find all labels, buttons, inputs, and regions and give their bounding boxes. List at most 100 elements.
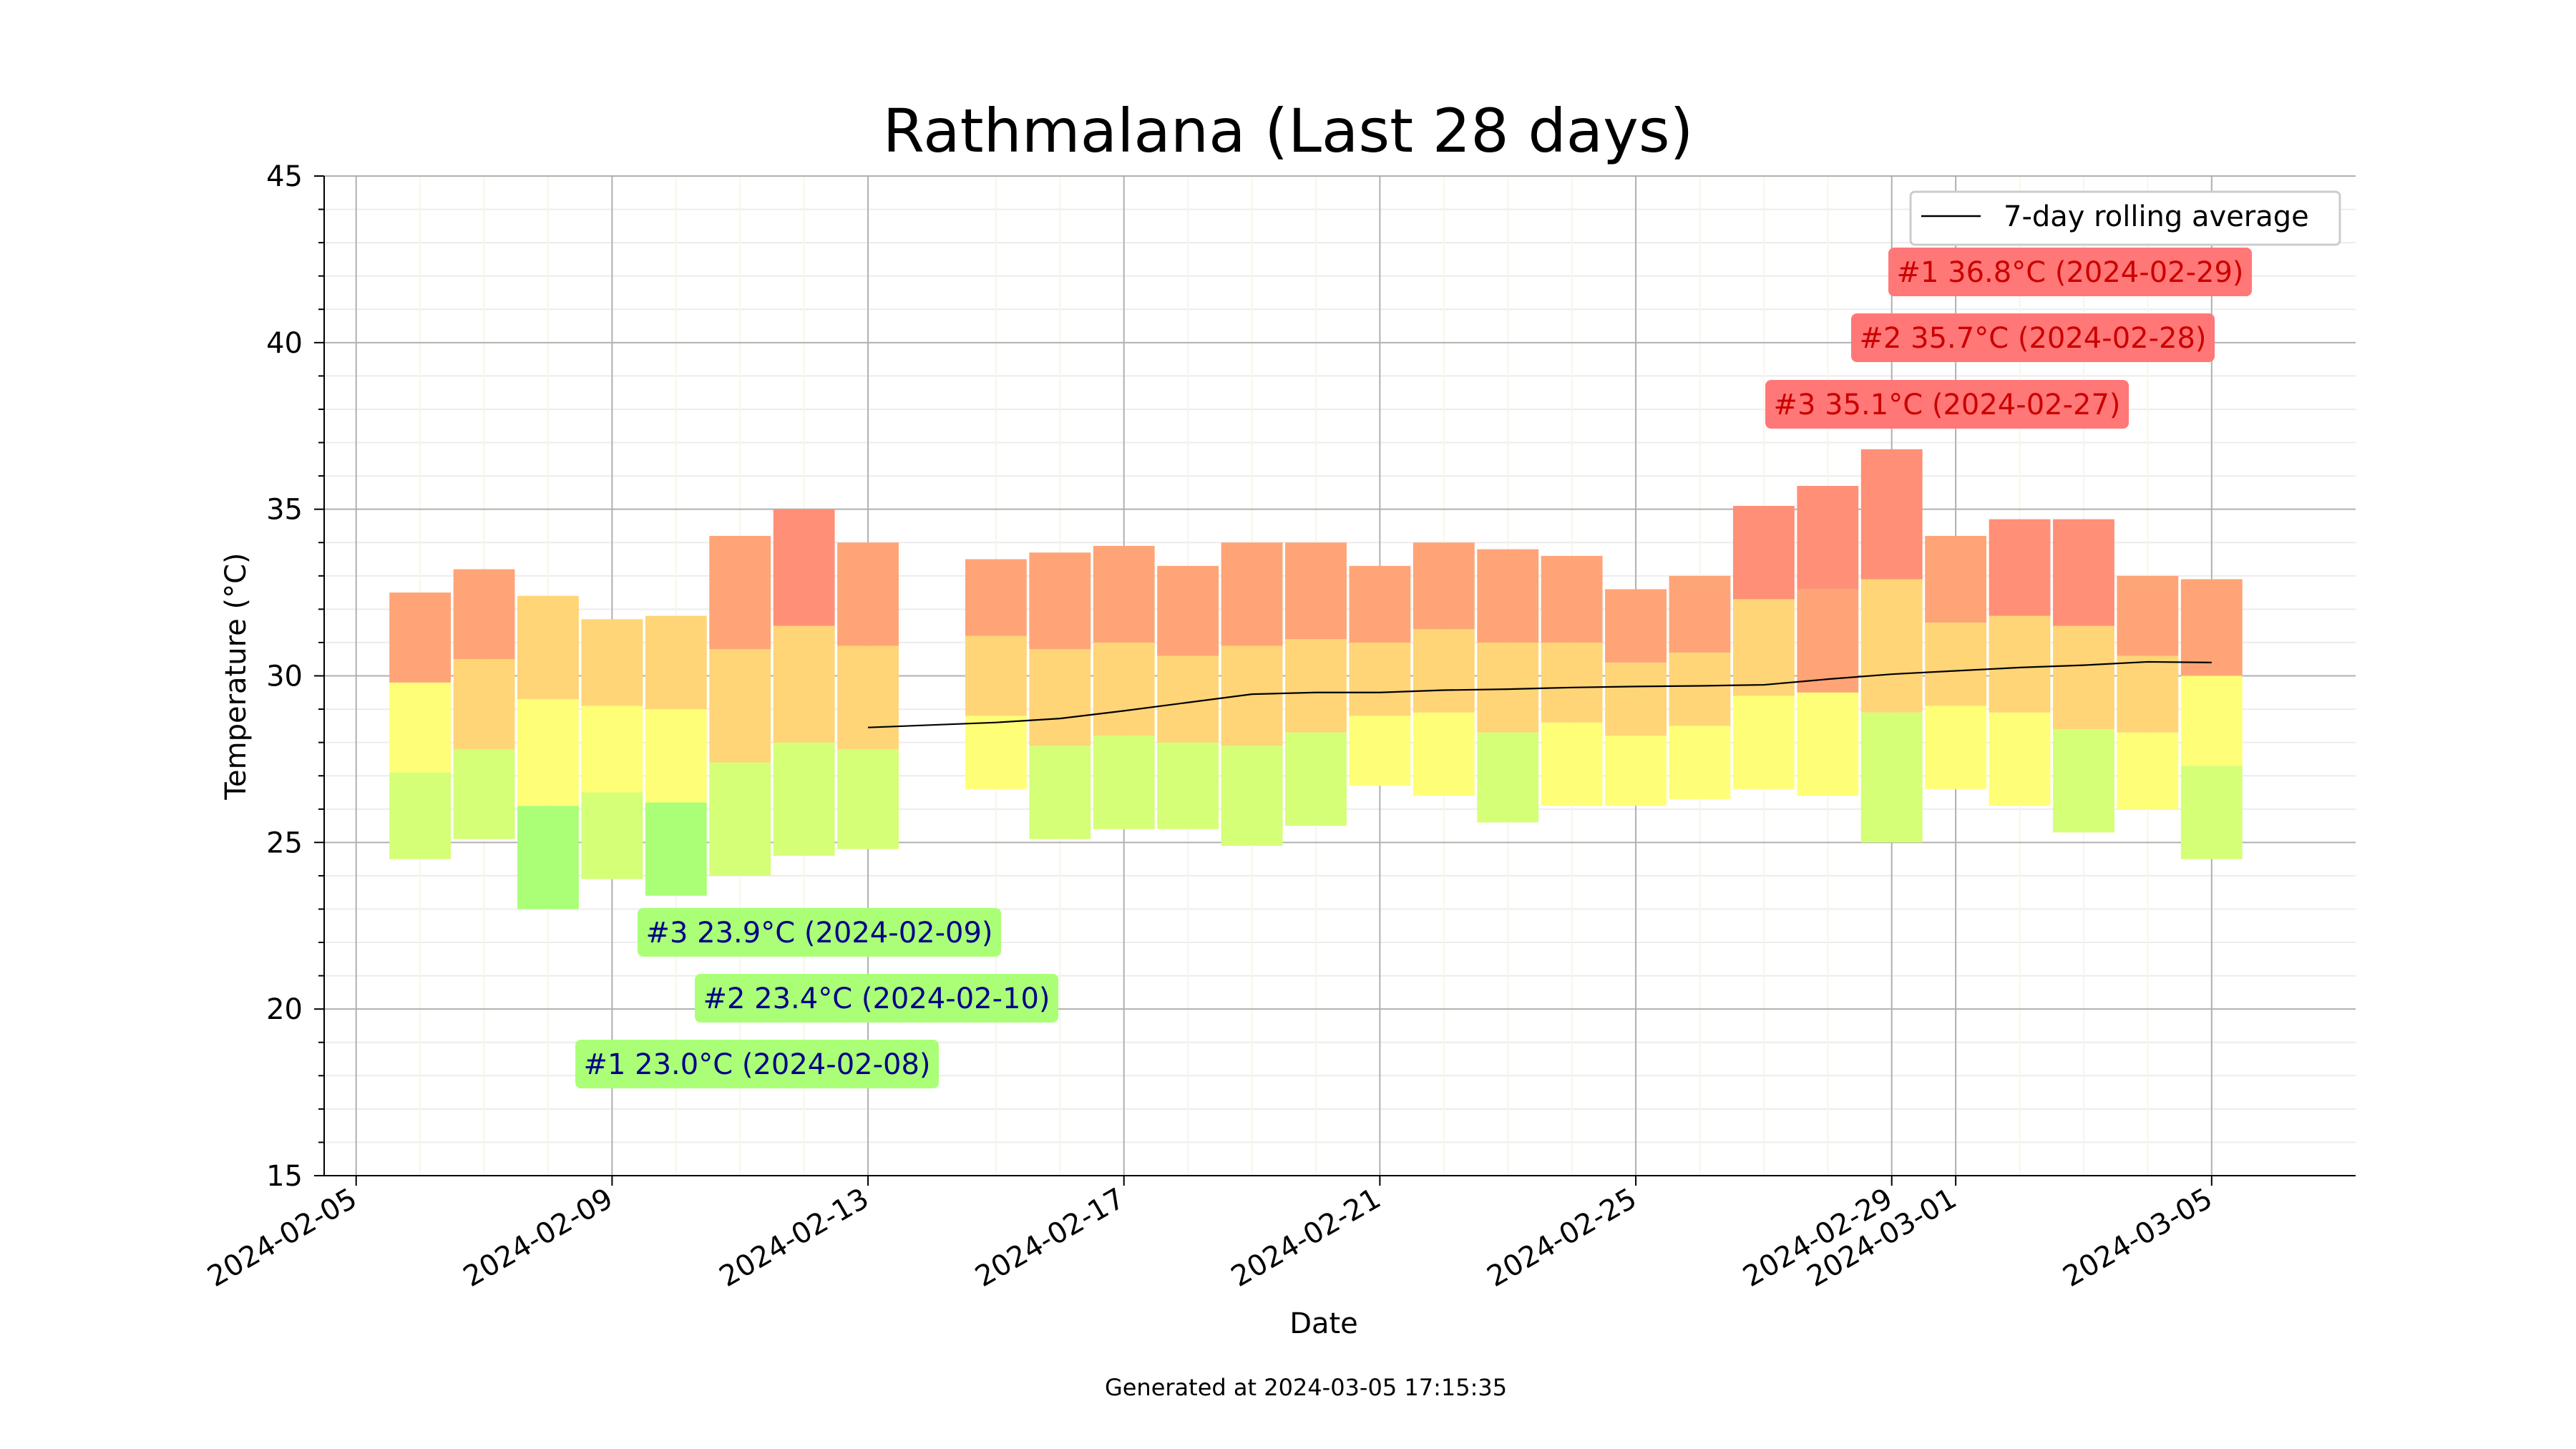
bar-segment — [1349, 565, 1411, 643]
bar-segment — [645, 802, 707, 896]
bar-segment — [1605, 589, 1667, 663]
bars — [389, 449, 2243, 909]
bar-segment — [1349, 716, 1411, 786]
bar-segment — [1285, 542, 1347, 640]
bar-segment — [1925, 535, 1987, 623]
bar-segment — [1732, 506, 1795, 600]
bar-segment — [1157, 565, 1219, 656]
y-axis-label: Temperature (°C) — [220, 552, 253, 800]
bar-segment — [2180, 675, 2243, 766]
bar-segment — [1989, 712, 2051, 806]
legend: 7-day rolling average — [1909, 190, 2341, 246]
y-tick-label: 25 — [266, 826, 303, 859]
rolling-average-layer — [868, 660, 2212, 728]
bar-segment — [581, 619, 643, 706]
annotation-box — [638, 908, 1001, 957]
annotation-box — [1851, 313, 2215, 362]
bar-segment — [837, 645, 899, 749]
bar-segment — [453, 748, 515, 839]
bar-segment — [1285, 639, 1347, 733]
bar-segment — [1925, 706, 1987, 789]
y-tick-label: 45 — [266, 160, 303, 193]
bar-segment — [1093, 545, 1155, 643]
bar-segment — [965, 716, 1027, 789]
bar-segment — [1413, 712, 1475, 796]
bar-segment — [1349, 642, 1411, 716]
bar-segment — [965, 635, 1027, 716]
y-tick-label: 20 — [266, 993, 303, 1026]
annotation-box — [575, 1040, 939, 1088]
legend-box — [1909, 190, 2341, 246]
bar-segment — [2053, 625, 2114, 730]
bar-segment — [389, 772, 452, 859]
bar-segment — [709, 535, 771, 650]
bar-segment — [773, 625, 835, 743]
bar-segment — [581, 706, 643, 793]
y-tick-label: 40 — [266, 327, 303, 360]
bar-segment — [837, 542, 899, 646]
annotation-label: #1 36.8°C (2024-02-29) — [1896, 256, 2243, 289]
bar-segment — [1541, 555, 1603, 643]
annotations: #1 36.8°C (2024-02-29) #2 35.7°C (2024-02… — [575, 248, 2252, 1088]
bar-segment — [517, 595, 579, 700]
bar-segment — [2117, 655, 2179, 733]
chart-title: Rathmalana (Last 28 days) — [883, 96, 1694, 166]
bar-segment — [2117, 732, 2179, 809]
bar-segment — [1477, 732, 1539, 823]
annotation-box — [1888, 248, 2252, 296]
x-axis-label: Date — [1289, 1307, 1358, 1340]
generated-footer: Generated at 2024-03-05 17:15:35 — [1105, 1374, 1507, 1401]
bar-segment — [1669, 652, 1731, 726]
bar-segment — [517, 806, 579, 909]
bar-segment — [1860, 712, 1923, 843]
bar-segment — [1989, 519, 2051, 616]
bar-segment — [837, 748, 899, 849]
bar-segment — [965, 559, 1027, 636]
bar-segment — [1029, 746, 1091, 839]
bar-segment — [1732, 696, 1795, 789]
annotation-label: #1 23.0°C (2024-02-08) — [583, 1048, 930, 1081]
bar-segment — [1221, 645, 1283, 746]
bar-segment — [2180, 766, 2243, 859]
annotation-label: #2 35.7°C (2024-02-28) — [1859, 322, 2206, 355]
bar-segment — [773, 742, 835, 856]
y-tick-label: 15 — [266, 1160, 303, 1193]
bar-segment — [1413, 629, 1475, 713]
legend-label: 7-day rolling average — [2004, 200, 2309, 233]
bar-segment — [1925, 622, 1987, 706]
bar-segment — [453, 659, 515, 749]
bar-segment — [1093, 642, 1155, 736]
bar-segment — [1797, 692, 1859, 796]
bar-segment — [1605, 736, 1667, 806]
bar-segment — [1029, 649, 1091, 746]
bar-segment — [709, 649, 771, 763]
bar-segment — [1669, 575, 1731, 653]
bar-segment — [1093, 736, 1155, 829]
bar-segment — [1797, 486, 1859, 590]
bar-segment — [453, 569, 515, 660]
bar-segment — [1413, 542, 1475, 630]
bar-segment — [645, 615, 707, 710]
bar-segment — [709, 762, 771, 876]
bar-segment — [1285, 732, 1347, 826]
annotation-label: #3 23.9°C (2024-02-09) — [645, 917, 992, 950]
bar-segment — [1860, 449, 1923, 580]
bar-segment — [389, 682, 452, 773]
bar-segment — [517, 699, 579, 806]
bar-segment — [581, 792, 643, 879]
bar-segment — [1669, 726, 1731, 799]
annotation-label: #2 23.4°C (2024-02-10) — [703, 982, 1050, 1015]
bar-segment — [1732, 599, 1795, 696]
bar-segment — [1221, 746, 1283, 846]
bar-segment — [1605, 662, 1667, 736]
bar-segment — [1989, 615, 2051, 713]
annotation-box — [695, 974, 1058, 1023]
bar-segment — [1860, 579, 1923, 713]
y-tick-label: 35 — [266, 494, 303, 527]
bar-segment — [1477, 642, 1539, 733]
bar-segment — [1477, 549, 1539, 643]
bar-segment — [773, 509, 835, 626]
annotation-label: #3 35.1°C (2024-02-27) — [1773, 389, 2120, 421]
bar-segment — [389, 592, 452, 683]
bar-segment — [2180, 579, 2243, 676]
